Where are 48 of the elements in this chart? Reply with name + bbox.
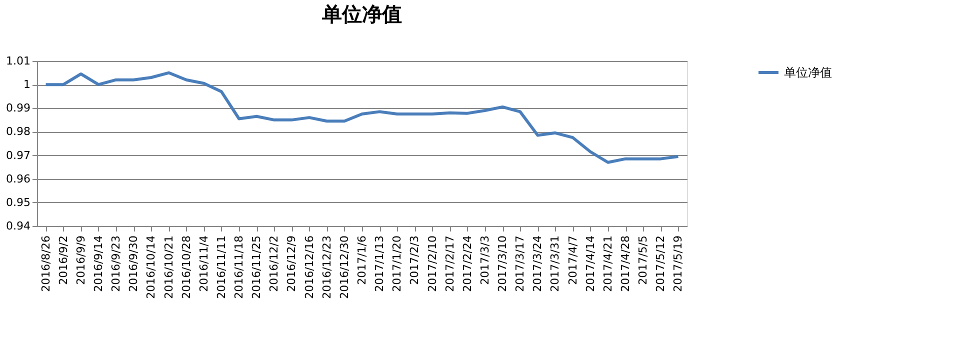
y-tick-label: 1 [24, 78, 30, 92]
line-series [44, 71, 680, 164]
x-tick-label: 2017/5/19 [672, 236, 685, 292]
x-tick-label: 2016/12/30 [338, 236, 351, 299]
x-tick-label: 2017/4/7 [566, 236, 580, 285]
x-tick-label: 2016/8/26 [39, 236, 52, 292]
x-tick-label: 2017/4/21 [601, 236, 614, 292]
x-tick-label: 2017/4/14 [584, 236, 597, 292]
x-tick-label: 2017/3/3 [478, 236, 492, 285]
x-tick-label: 2017/1/20 [390, 236, 404, 292]
x-tick-label: 2016/9/14 [92, 236, 105, 292]
x-tick-label: 2016/9/2 [56, 236, 70, 285]
x-tick-label: 2016/12/9 [285, 236, 298, 292]
x-tick-label: 2016/12/23 [320, 236, 334, 299]
x-tick-label: 2016/11/11 [214, 236, 228, 299]
x-tick-label: 2016/11/4 [197, 236, 210, 292]
x-tick-label: 2016/9/30 [127, 236, 140, 292]
x-tick-label: 2017/1/13 [373, 236, 386, 292]
x-tick-label: 2016/12/16 [302, 236, 316, 299]
y-tick-label: 0.95 [6, 196, 30, 209]
x-tick-label: 2017/2/10 [426, 236, 439, 292]
y-tick-label: 0.97 [6, 148, 30, 162]
x-tick-label: 2017/5/5 [636, 236, 650, 285]
y-tick-label: 0.96 [6, 172, 30, 186]
chart-title: 单位净值 [321, 2, 402, 26]
y-tick-label: 1.01 [6, 54, 30, 68]
x-tick-label: 2016/11/25 [250, 236, 264, 299]
x-tick-label: 2017/1/6 [356, 236, 368, 285]
y-tick-label: 0.98 [6, 125, 30, 138]
y-tick-label: 0.99 [6, 102, 30, 115]
x-tick-label: 2016/12/2 [268, 236, 281, 292]
x-tick-label: 2016/10/21 [162, 236, 176, 299]
x-tick-label: 2017/3/31 [548, 236, 562, 292]
x-tick-label: 2017/2/3 [408, 236, 422, 285]
x-tick-label: 2017/2/17 [443, 236, 456, 292]
x-tick-label: 2017/3/17 [514, 236, 527, 292]
y-tick-label: 0.94 [6, 220, 30, 232]
x-tick-label: 2017/5/12 [654, 236, 668, 292]
x-tick-label: 2017/3/24 [531, 236, 544, 292]
x-tick-label: 2016/10/28 [180, 236, 193, 299]
x-tick-label: 2016/9/23 [110, 236, 123, 292]
x-tick-label: 2016/11/18 [232, 236, 246, 299]
x-tick-label: 2016/10/14 [144, 236, 158, 299]
x-tick-label: 2016/9/9 [74, 236, 88, 285]
x-tick-label: 2017/2/24 [460, 236, 474, 292]
x-tick-label: 2017/3/10 [496, 236, 510, 292]
x-tick-label: 2017/4/28 [619, 236, 632, 292]
legend-label: 单位净值 [784, 66, 832, 80]
